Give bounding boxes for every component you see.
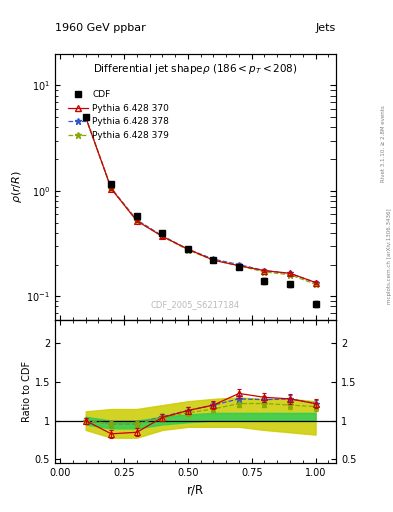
Text: 1960 GeV ppbar: 1960 GeV ppbar [55, 23, 146, 33]
Text: Jets: Jets [316, 23, 336, 33]
Text: CDF_2005_S6217184: CDF_2005_S6217184 [151, 300, 240, 309]
Y-axis label: $\rho(r/R)$: $\rho(r/R)$ [9, 170, 24, 203]
Legend: CDF, Pythia 6.428 370, Pythia 6.428 378, Pythia 6.428 379: CDF, Pythia 6.428 370, Pythia 6.428 378,… [68, 90, 169, 140]
Text: Rivet 3.1.10, ≥ 2.8M events: Rivet 3.1.10, ≥ 2.8M events [381, 105, 386, 182]
X-axis label: r/R: r/R [187, 484, 204, 497]
Text: mcplots.cern.ch [arXiv:1306.3436]: mcplots.cern.ch [arXiv:1306.3436] [387, 208, 391, 304]
Y-axis label: Ratio to CDF: Ratio to CDF [22, 361, 32, 422]
Text: Differential jet shape$\rho$ $(186 < p_T < 208)$: Differential jet shape$\rho$ $(186 < p_T… [93, 62, 298, 76]
